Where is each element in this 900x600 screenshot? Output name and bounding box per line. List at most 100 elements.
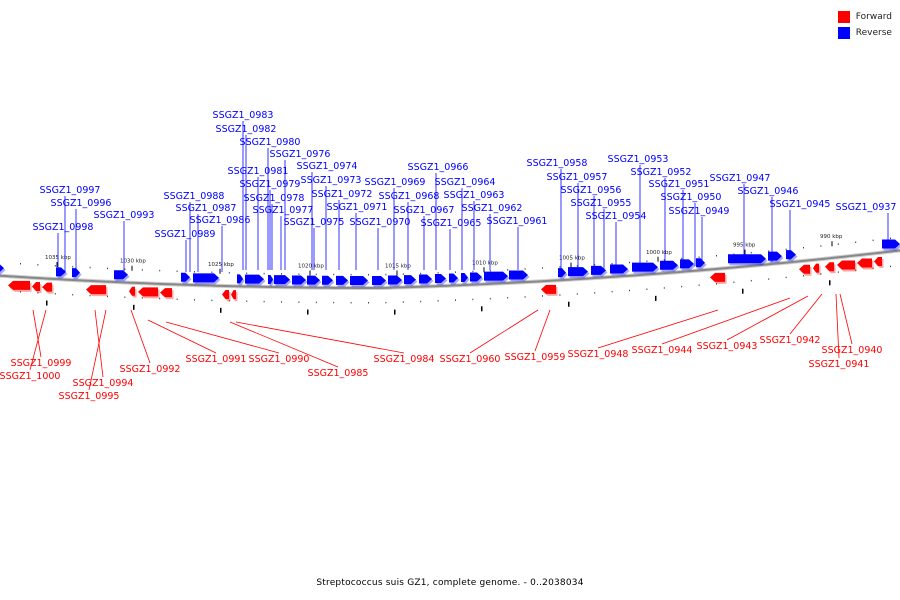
minor-tick: [385, 273, 387, 276]
minor-tick: [402, 301, 404, 303]
gene-label-ssgz1_0988: SSGZ1_0988: [164, 191, 225, 202]
reverse-gene-arrow: [245, 274, 264, 284]
gene-label-ssgz1_0990: SSGZ1_0990: [249, 354, 310, 365]
reverse-gene-arrow: [509, 270, 528, 280]
minor-tick: [507, 269, 509, 271]
forward-gene-arrow: [42, 282, 52, 292]
reverse-gene-arrow: [404, 275, 416, 285]
genome-caption: Streptococcus suis GZ1, complete genome.…: [316, 578, 584, 588]
minor-tick: [716, 254, 717, 257]
gene-label-ssgz1_0971: SSGZ1_0971: [327, 202, 388, 213]
reverse-gene-arrow: [114, 270, 128, 280]
minor-tick: [107, 295, 108, 298]
gene-label-ssgz1_0950: SSGZ1_0950: [661, 192, 722, 203]
minor-tick: [350, 301, 352, 304]
reverse-gene-arrow: [660, 260, 678, 270]
minor-tick: [315, 301, 317, 304]
reverse-gene-arrow: [728, 254, 766, 264]
minor-tick: [472, 270, 474, 273]
minor-tick: [72, 293, 74, 296]
reverse-gene-arrow: [632, 262, 658, 272]
minor-tick: [315, 273, 317, 276]
minor-tick: [524, 296, 526, 298]
minor-tick: [455, 299, 456, 301]
minor-tick: [820, 273, 822, 275]
reverse-gene-arrow: [610, 264, 628, 274]
gene-label-ssgz1_0954: SSGZ1_0954: [586, 211, 647, 222]
major-tick-below: [220, 307, 222, 313]
gene-label-ssgz1_0979: SSGZ1_0979: [240, 179, 301, 190]
leader-line: [661, 297, 791, 345]
legend: Forward Reverse: [837, 9, 892, 41]
gene-label-ssgz1_0946: SSGZ1_0946: [738, 186, 799, 197]
legend-reverse-label: Reverse: [855, 27, 892, 38]
gene-label-ssgz1_0940: SSGZ1_0940: [822, 345, 883, 356]
gene-label-ssgz1_0948: SSGZ1_0948: [568, 349, 629, 360]
minor-tick: [820, 245, 822, 247]
gene-label-ssgz1_0989: SSGZ1_0989: [155, 229, 216, 240]
minor-tick: [72, 265, 74, 268]
minor-tick: [872, 267, 874, 270]
major-tick-below: [568, 301, 570, 307]
gene-label-ssgz1_0968: SSGZ1_0968: [379, 191, 440, 202]
minor-tick: [803, 246, 804, 249]
minor-tick: [489, 269, 491, 272]
minor-tick: [228, 272, 230, 274]
forward-gene-arrow: [160, 288, 172, 298]
gene-label-ssgz1_0949: SSGZ1_0949: [669, 206, 730, 217]
genome-backbone: [0, 248, 900, 290]
minor-tick: [872, 239, 874, 242]
minor-tick: [54, 293, 56, 295]
minor-tick: [263, 300, 265, 303]
reverse-gene-arrow: [292, 275, 306, 285]
forward-gene-arrow: [874, 256, 882, 266]
leader-line: [534, 309, 551, 352]
major-tick-below: [133, 304, 135, 310]
minor-tick: [663, 287, 665, 289]
minor-tick: [489, 297, 491, 300]
reverse-gene-arrow: [372, 275, 386, 285]
reverse-gene-arrow: [591, 265, 606, 275]
gene-label-ssgz1_0993: SSGZ1_0993: [94, 210, 155, 221]
minor-tick: [263, 272, 265, 275]
reverse-gene-arrow: [322, 275, 333, 285]
leader-lines: [29, 121, 889, 391]
reverse-gene-arrow: [56, 267, 66, 277]
kbp-label: 1000 kbp: [646, 250, 672, 256]
minor-tick: [281, 273, 282, 275]
minor-tick: [420, 300, 422, 303]
major-tick-below: [46, 300, 48, 306]
minor-tick: [176, 298, 178, 300]
minor-tick: [437, 272, 439, 274]
forward-gene-arrow: [32, 281, 40, 291]
minor-tick: [837, 243, 839, 245]
major-tick-below: [655, 295, 657, 301]
reverse-gene-arrow: [882, 239, 900, 249]
leader-line: [88, 309, 107, 391]
leader-line: [235, 321, 405, 354]
minor-tick: [594, 292, 596, 294]
reverse-swatch: [837, 26, 850, 39]
minor-tick: [890, 237, 891, 240]
minor-tick: [559, 294, 561, 296]
gene-label-ssgz1_0983: SSGZ1_0983: [213, 110, 274, 121]
forward-gene-arrow: [825, 262, 834, 272]
gene-label-ssgz1_0970: SSGZ1_0970: [350, 217, 411, 228]
reverse-gene-arrow: [237, 274, 243, 284]
kbp-label: 1020 kbp: [298, 264, 324, 270]
gene-label-ssgz1_0997: SSGZ1_0997: [40, 185, 101, 196]
minor-tick: [855, 269, 857, 272]
minor-tick: [559, 266, 561, 268]
minor-tick: [681, 285, 683, 288]
major-tick-below: [829, 280, 831, 286]
reverse-gene-arrow: [72, 268, 80, 278]
minor-tick: [228, 300, 230, 302]
forward-gene-arrow: [8, 280, 30, 290]
gene-label-ssgz1_0996: SSGZ1_0996: [51, 198, 112, 209]
forward-gene-arrow: [857, 258, 872, 268]
leader-line: [147, 319, 217, 354]
gene-label-ssgz1_0976: SSGZ1_0976: [270, 149, 331, 160]
forward-gene-arrow: [710, 272, 725, 282]
minor-tick: [333, 273, 335, 276]
